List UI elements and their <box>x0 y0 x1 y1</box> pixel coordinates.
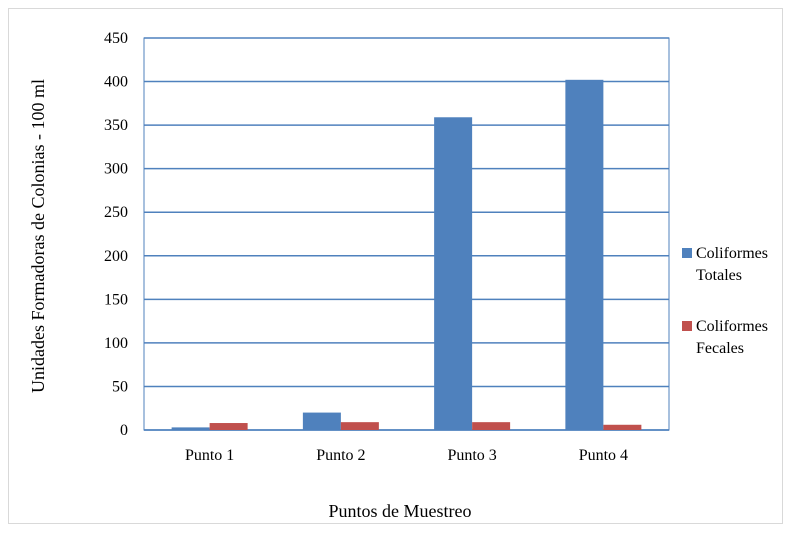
y-tick-label: 350 <box>104 117 128 134</box>
y-tick-label: 300 <box>104 161 128 178</box>
x-tick-label: Punto 3 <box>447 447 496 464</box>
bar-coliformes-fecales <box>340 422 379 430</box>
bar-coliformes-fecales <box>209 423 248 430</box>
legend: Coliformes Totales Coliformes Fecales <box>682 245 768 357</box>
legend-label: Fecales <box>696 340 744 357</box>
bar-coliformes-totales <box>302 412 341 430</box>
bars <box>171 79 642 431</box>
legend-label: Coliformes <box>696 318 768 335</box>
bar-coliformes-totales <box>171 427 210 430</box>
legend-swatch <box>682 248 692 258</box>
x-axis-title: Puntos de Muestreo <box>329 501 472 521</box>
bar-coliformes-fecales <box>603 424 642 430</box>
y-tick-label: 50 <box>112 378 128 395</box>
legend-swatch <box>682 321 692 331</box>
bar-coliformes-fecales <box>472 422 511 430</box>
y-tick-label: 0 <box>120 422 128 439</box>
y-tick-label: 100 <box>104 335 128 352</box>
y-tick-label: 450 <box>104 30 128 47</box>
y-axis-title: Unidades Formadoras de Colonias - 100 ml <box>28 79 48 393</box>
x-tick-label: Punto 1 <box>185 447 234 464</box>
chart-frame <box>8 8 783 524</box>
x-tick-label: Punto 4 <box>579 447 628 464</box>
x-tick-label: Punto 2 <box>316 447 365 464</box>
legend-label: Totales <box>696 267 742 284</box>
x-axis-ticks: Punto 1 Punto 2 Punto 3 Punto 4 <box>185 447 628 464</box>
bar-coliformes-totales <box>434 117 473 430</box>
y-tick-label: 400 <box>104 74 128 91</box>
y-tick-label: 150 <box>104 291 128 308</box>
y-axis-ticks: 0 50 100 150 200 250 300 350 400 450 <box>104 30 128 439</box>
y-tick-label: 200 <box>104 248 128 265</box>
y-tick-label: 250 <box>104 204 128 221</box>
bar-coliformes-totales <box>565 79 604 431</box>
legend-label: Coliformes <box>696 245 768 262</box>
